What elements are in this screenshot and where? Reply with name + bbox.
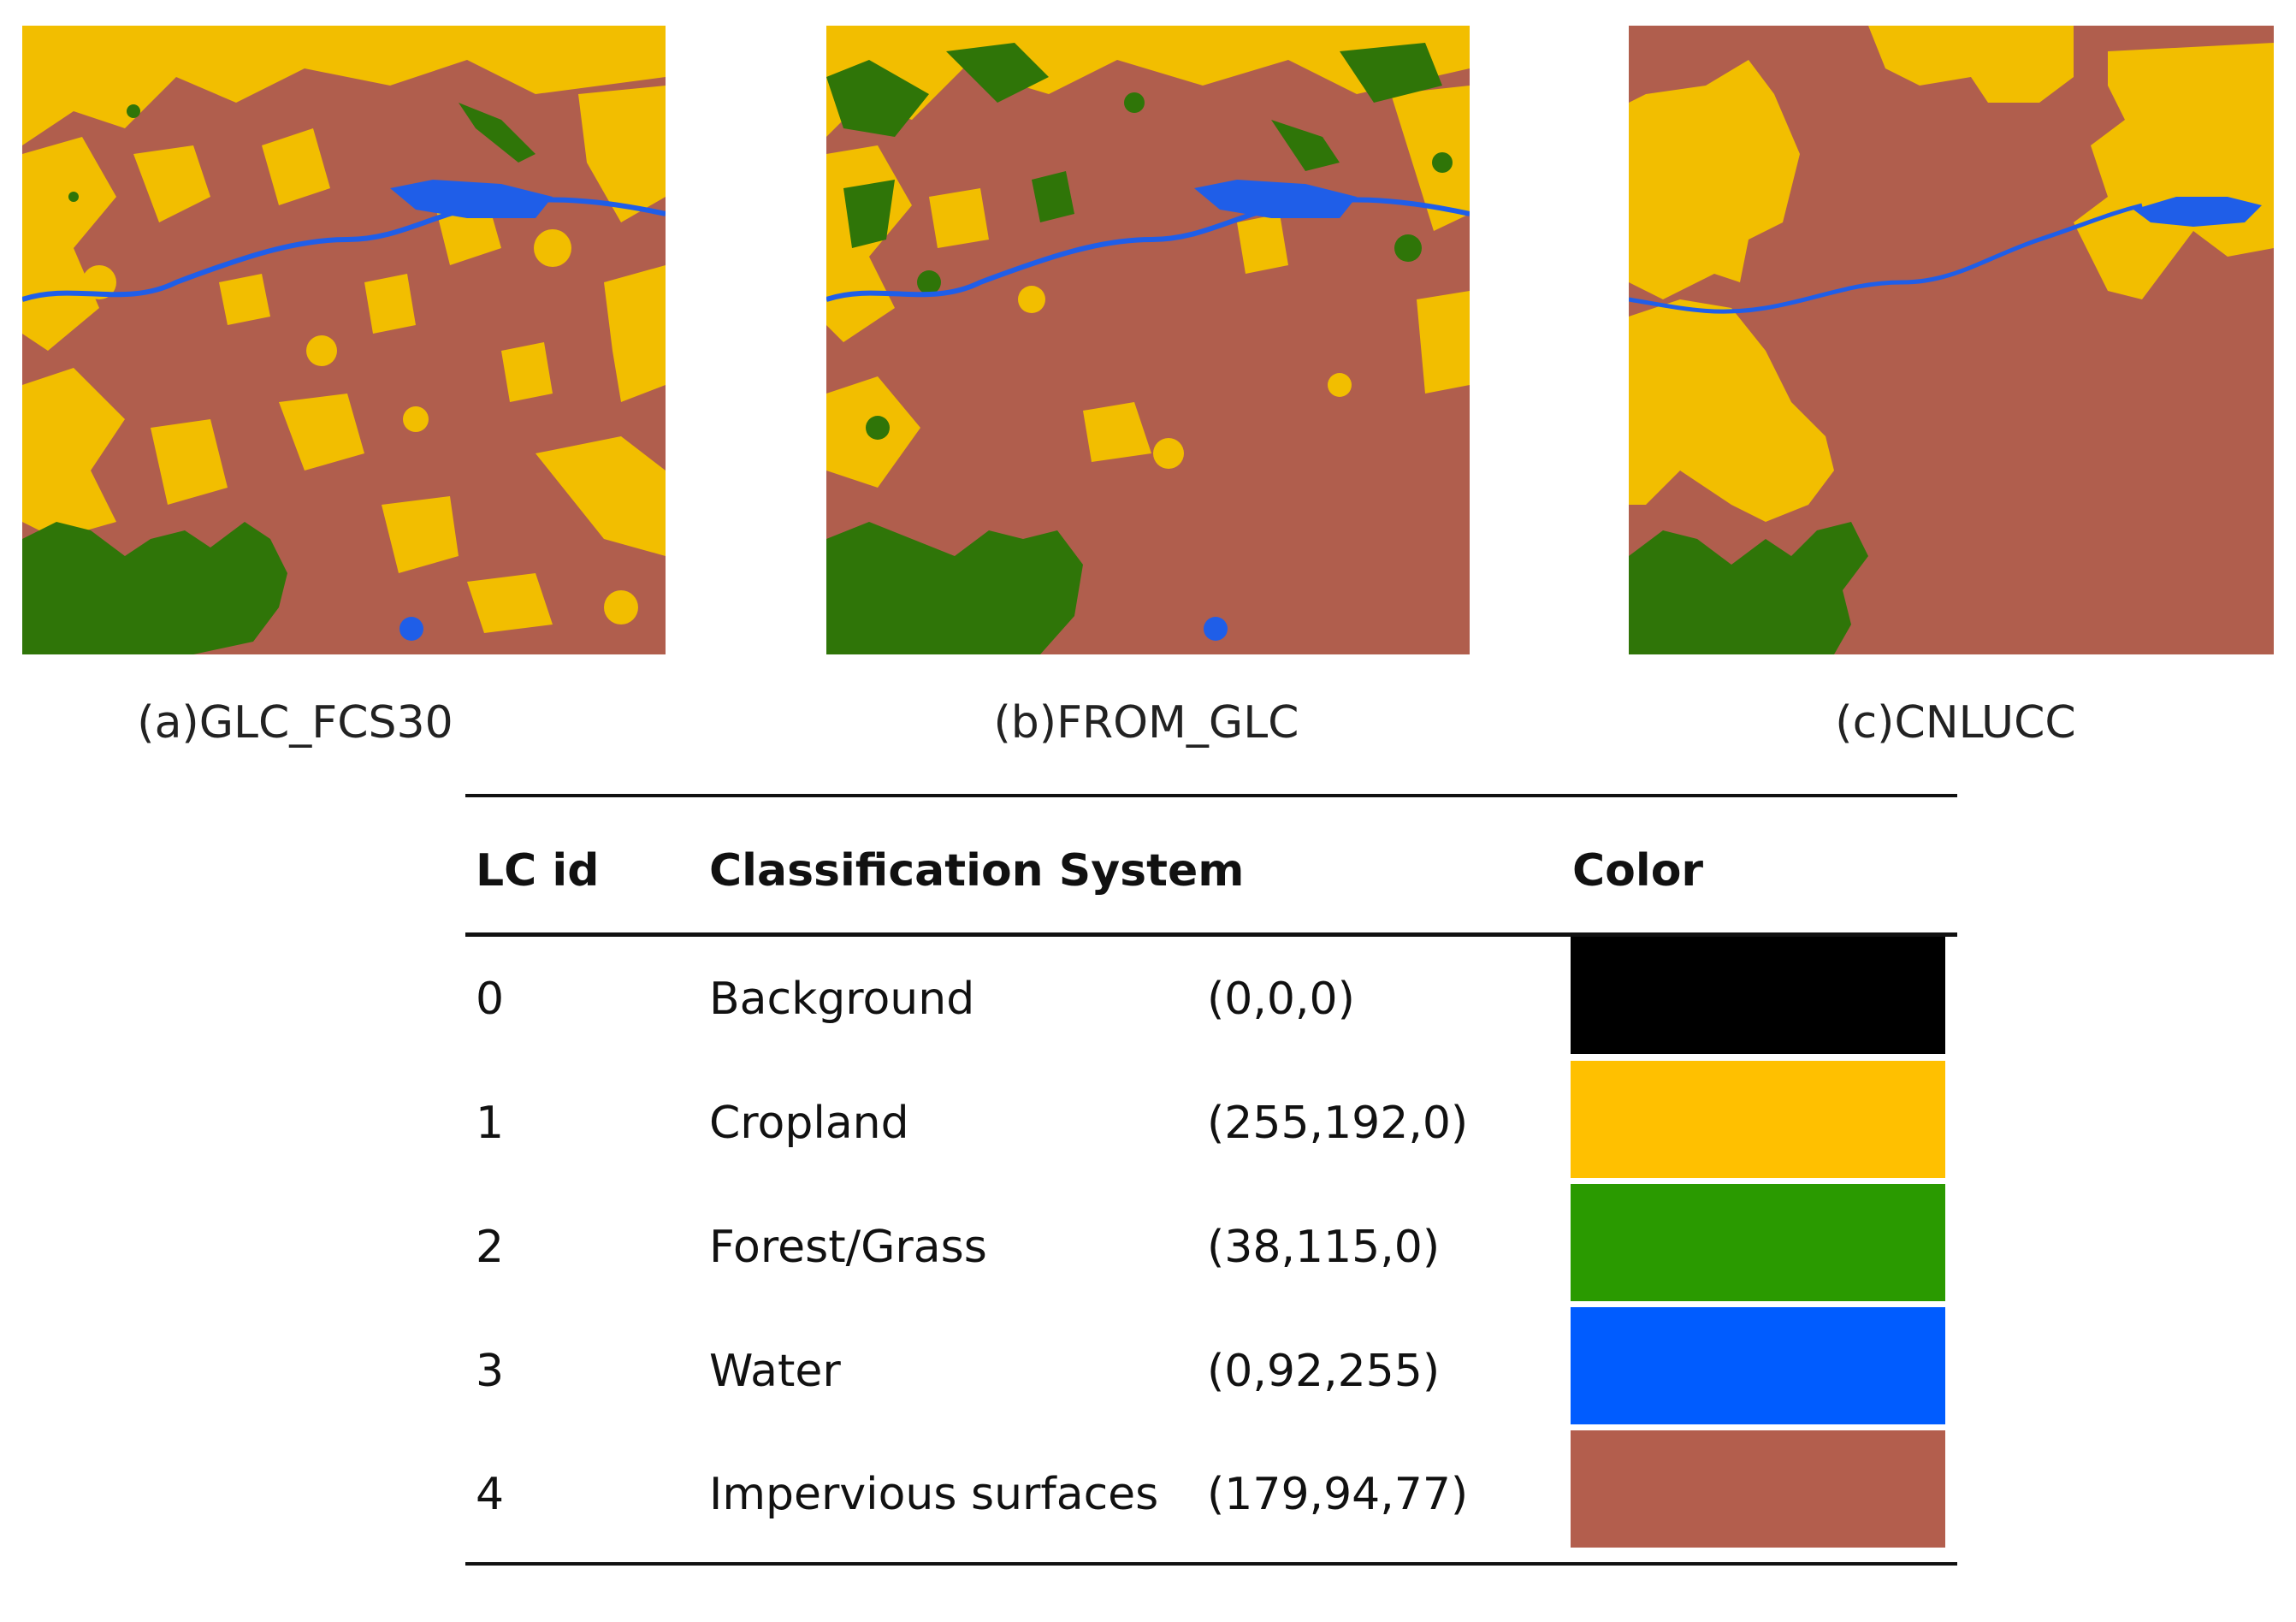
row-2-name: Forest/Grass [709,1222,987,1273]
row-4-color-swatch [1571,1430,1945,1548]
map-cnlucc [1629,26,2274,654]
header-lc-id: LC id [476,845,600,897]
row-1-name: Cropland [709,1098,909,1149]
row-2-rgb: (38,115,0) [1207,1222,1441,1273]
table-header-rule [465,932,1957,937]
row-0-id: 0 [476,974,505,1025]
header-classification-system: Classification System [709,845,1245,897]
map-glc-fcs30 [22,26,666,654]
table-top-rule [465,794,1957,797]
row-3-rgb: (0,92,255) [1207,1346,1441,1397]
caption-map-c: (c)CNLUCC [1835,697,2076,749]
row-3-id: 3 [476,1346,505,1397]
row-0-rgb: (0,0,0) [1207,974,1355,1025]
header-color: Color [1572,845,1704,897]
row-4-name: Impervious surfaces [709,1469,1159,1520]
row-4-rgb: (179,94,77) [1207,1469,1469,1520]
table-bottom-rule [465,1562,1957,1566]
row-1-id: 1 [476,1098,505,1149]
row-4-id: 4 [476,1469,505,1520]
caption-map-a: (a)GLC_FCS30 [137,697,453,749]
row-1-color-swatch [1571,1061,1945,1178]
caption-map-b: (b)FROM_GLC [993,697,1299,749]
row-1-rgb: (255,192,0) [1207,1098,1469,1149]
row-3-color-swatch [1571,1307,1945,1424]
row-0-color-swatch [1571,937,1945,1054]
row-2-id: 2 [476,1222,505,1273]
row-3-name: Water [709,1346,841,1397]
row-0-name: Background [709,974,975,1025]
map-from-glc [826,26,1470,654]
row-2-color-swatch [1571,1184,1945,1301]
